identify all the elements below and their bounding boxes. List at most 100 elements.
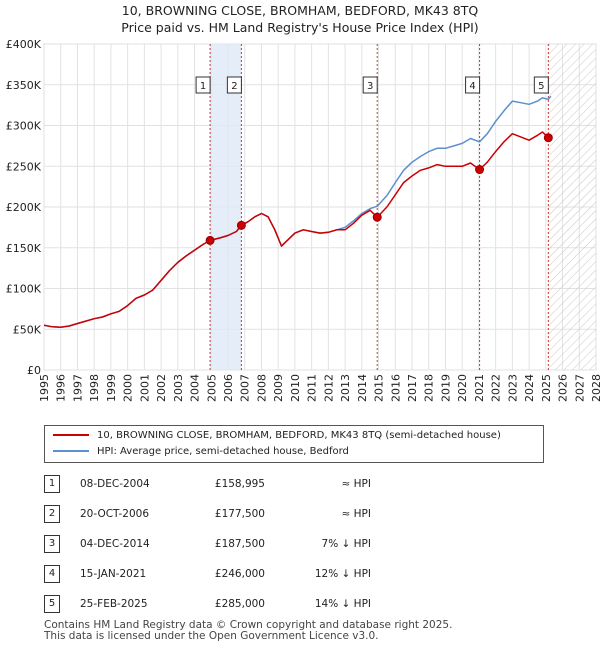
- y-tick-label: £200K: [6, 201, 42, 214]
- x-tick-label: 1996: [55, 374, 68, 402]
- transaction-hpi-comparison: 14% ↓ HPI: [314, 598, 371, 610]
- footer-line-2: This data is licensed under the Open Gov…: [44, 630, 379, 642]
- y-tick-label: £0: [27, 364, 41, 377]
- x-tick-label: 2023: [506, 374, 519, 402]
- x-tick-label: 2017: [406, 374, 419, 402]
- transaction-number: 5: [44, 595, 60, 613]
- transaction-row: 5 25-FEB-2025 £285,000 14% ↓ HPI: [0, 595, 600, 613]
- x-tick-label: 2012: [322, 374, 335, 402]
- y-tick-label: £300K: [6, 120, 42, 133]
- x-tick-label: 2027: [573, 374, 586, 402]
- sale-label-number: 2: [231, 81, 237, 92]
- property-series-line: [44, 131, 549, 328]
- x-tick-label: 2005: [205, 374, 218, 402]
- transaction-number: 3: [44, 535, 60, 553]
- sale-label-2: 2: [226, 76, 242, 94]
- transaction-price: £158,995: [214, 478, 265, 490]
- sale-points: [205, 133, 553, 245]
- transaction-date: 20-OCT-2006: [80, 508, 149, 520]
- x-tick-label: 2006: [222, 374, 235, 402]
- x-tick-label: 1995: [38, 374, 51, 402]
- footer: Contains HM Land Registry data © Crown c…: [44, 620, 452, 642]
- y-axis-ticks: £0 £50K £100K £150K £200K £250K £300K £350K £400…: [6, 38, 42, 377]
- x-tick-label: 2011: [306, 374, 319, 402]
- sale-point-4: [475, 165, 485, 175]
- legend: 10, BROWNING CLOSE, BROMHAM, BEDFORD, MK…: [44, 425, 544, 463]
- title-line-2: Price paid vs. HM Land Registry's House …: [121, 20, 479, 35]
- sale-label-number: 1: [200, 81, 206, 92]
- title-line-1: 10, BROWNING CLOSE, BROMHAM, BEDFORD, MK…: [121, 3, 479, 18]
- shaded-span: [210, 44, 242, 370]
- sale-label-box: [465, 76, 481, 94]
- sale-point-1: [205, 235, 215, 245]
- transaction-row: 2 20-OCT-2006 £177,500 ≈ HPI: [0, 505, 600, 523]
- transaction-price: £177,500: [214, 508, 265, 520]
- sale-point-2: [236, 220, 246, 230]
- x-tick-label: 1998: [88, 374, 101, 402]
- transaction-number: 1: [44, 475, 60, 493]
- transaction-row: 3 04-DEC-2014 £187,500 7% ↓ HPI: [0, 535, 600, 553]
- transaction-number: 2: [44, 505, 60, 523]
- x-tick-label: 2004: [189, 374, 202, 402]
- transaction-price: £285,000: [214, 598, 265, 610]
- x-tick-label: 2018: [423, 374, 436, 402]
- legend-swatch-hpi: [53, 450, 89, 452]
- sale-label-number: 5: [538, 81, 544, 92]
- y-tick-label: £150K: [6, 242, 42, 255]
- x-tick-label: 2008: [255, 374, 268, 402]
- x-tick-label: 2007: [239, 374, 252, 402]
- x-tick-label: 2024: [523, 374, 536, 402]
- transaction-price: £187,500: [214, 538, 265, 550]
- legend-swatch-property: [53, 434, 89, 436]
- x-tick-label: 1999: [105, 374, 118, 402]
- future-hatched-region: [548, 44, 596, 370]
- price-chart: 1 2 3 4 5 £0 £50K £100K £150K £200K £250K £300K £35…: [6, 38, 600, 402]
- transaction-hpi-comparison: ≈ HPI: [341, 508, 371, 520]
- legend-label-hpi: HPI: Average price, semi-detached house,…: [97, 446, 349, 457]
- sale-label-box: [533, 76, 549, 94]
- sale-label-3: 3: [362, 76, 378, 94]
- legend-item-hpi: HPI: Average price, semi-detached house,…: [53, 445, 349, 459]
- x-tick-label: 2003: [172, 374, 185, 402]
- transaction-date: 15-JAN-2021: [80, 568, 147, 580]
- sale-label-number: 3: [367, 81, 373, 92]
- legend-label-property: 10, BROWNING CLOSE, BROMHAM, BEDFORD, MK…: [97, 430, 501, 441]
- transaction-date: 08-DEC-2004: [80, 478, 150, 490]
- x-tick-label: 2019: [439, 374, 452, 402]
- x-tick-label: 2010: [289, 374, 302, 402]
- x-tick-label: 2015: [373, 374, 386, 402]
- x-axis-ticks: 1995 1996 1997 1998 1999 2000 2001 2002 2003 2004…: [38, 374, 600, 402]
- x-tick-label: 2028: [590, 374, 600, 402]
- x-tick-label: 2002: [155, 374, 168, 402]
- transaction-hpi-comparison: 12% ↓ HPI: [314, 568, 371, 580]
- transaction-number: 4: [44, 565, 60, 583]
- x-tick-label: 2014: [356, 374, 369, 402]
- sale-label-box: [362, 76, 378, 94]
- legend-item-property: 10, BROWNING CLOSE, BROMHAM, BEDFORD, MK…: [53, 429, 501, 443]
- transaction-date: 25-FEB-2025: [80, 598, 148, 610]
- transaction-hpi-comparison: 7% ↓ HPI: [321, 538, 371, 550]
- shaded-spans: [210, 44, 596, 370]
- x-tick-label: 2025: [540, 374, 553, 402]
- sale-label-number: 4: [469, 81, 475, 92]
- x-tick-label: 2016: [389, 374, 402, 402]
- y-tick-label: £350K: [6, 79, 42, 92]
- x-tick-label: 2020: [456, 374, 469, 402]
- x-tick-label: 2013: [339, 374, 352, 402]
- y-tick-label: £250K: [6, 160, 42, 173]
- transaction-price: £246,000: [214, 568, 265, 580]
- sale-label-box: [195, 76, 211, 94]
- x-tick-label: 2000: [122, 374, 135, 402]
- sale-label-5: 5: [533, 76, 549, 94]
- chart-title: 10, BROWNING CLOSE, BROMHAM, BEDFORD, MK…: [0, 2, 600, 36]
- x-tick-label: 2009: [272, 374, 285, 402]
- x-tick-label: 2021: [473, 374, 486, 402]
- transaction-row: 1 08-DEC-2004 £158,995 ≈ HPI: [0, 475, 600, 493]
- transaction-row: 4 15-JAN-2021 £246,000 12% ↓ HPI: [0, 565, 600, 583]
- sale-point-5: [543, 133, 553, 143]
- y-tick-label: £400K: [6, 38, 42, 51]
- sale-point-3: [372, 212, 382, 222]
- footer-line-1: Contains HM Land Registry data © Crown c…: [44, 619, 453, 631]
- x-tick-label: 2001: [138, 374, 151, 402]
- sale-label-1: 1: [195, 76, 211, 94]
